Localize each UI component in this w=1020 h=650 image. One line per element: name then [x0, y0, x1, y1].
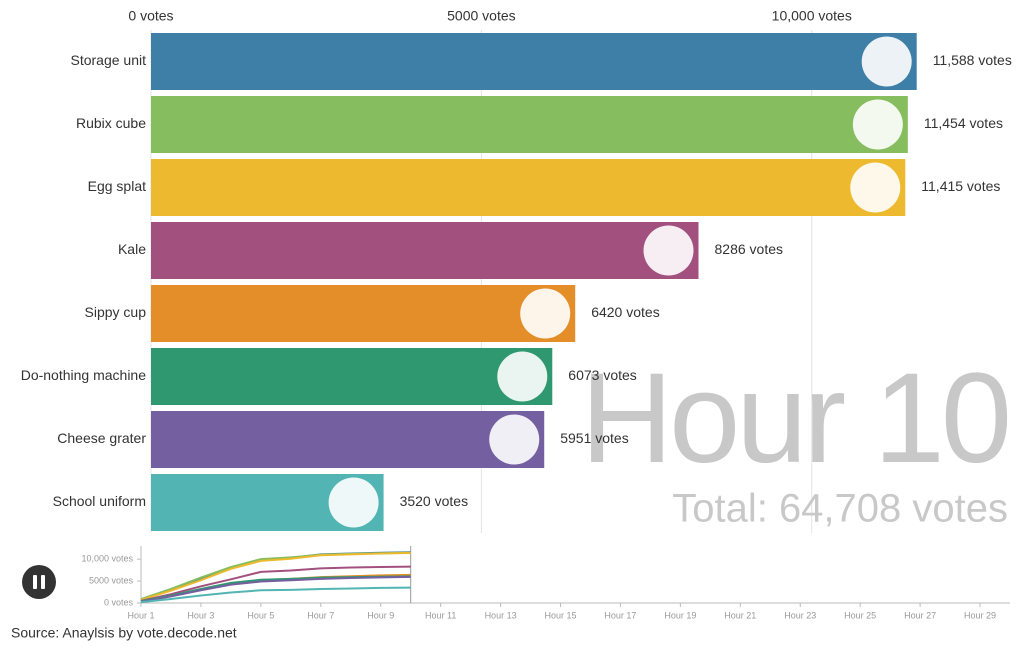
y-tick-label: 10,000 votes — [81, 554, 133, 564]
x-tick-label: Hour 11 — [425, 610, 456, 620]
category-label: Storage unit — [71, 52, 147, 68]
bar — [151, 411, 545, 468]
bar-icon — [643, 225, 694, 276]
pause-bar[interactable] — [41, 575, 45, 589]
bar — [151, 348, 553, 405]
value-label: 3520 votes — [400, 493, 469, 509]
category-label: Egg splat — [88, 178, 146, 194]
x-tick-label: Hour 25 — [844, 610, 876, 620]
category-label: Cheese grater — [57, 430, 146, 446]
x-tick-label: Hour 17 — [604, 610, 636, 620]
x-tick-label: Hour 23 — [784, 610, 816, 620]
category-label: School uniform — [53, 493, 146, 509]
bar-icon — [520, 288, 571, 339]
bar — [151, 33, 917, 90]
x-tick-label: Hour 1 — [127, 610, 154, 620]
category-label: Kale — [118, 241, 146, 257]
x-tick-label: Hour 29 — [964, 610, 996, 620]
series-line — [140, 565, 411, 602]
pause-bar[interactable] — [33, 575, 37, 589]
x-tick-label: 0 votes — [128, 8, 173, 24]
x-tick-label: Hour 3 — [187, 610, 214, 620]
value-label: 5951 votes — [560, 430, 629, 446]
series-line — [140, 586, 411, 604]
bar-icon — [852, 99, 903, 150]
value-label: 11,588 votes — [933, 52, 1012, 68]
bar-icon — [497, 351, 548, 402]
series-line — [140, 551, 411, 601]
x-tick-label: Hour 21 — [724, 610, 756, 620]
bar — [151, 222, 699, 279]
bar-icon — [850, 162, 901, 213]
x-tick-label: Hour 15 — [545, 610, 577, 620]
source: Source: Anaylsis by vote.decode.net — [11, 625, 237, 641]
value-label: 11,454 votes — [924, 115, 1003, 131]
x-tick-label: Hour 19 — [664, 610, 696, 620]
x-tick-label: Hour 9 — [367, 610, 394, 620]
value-label: 6073 votes — [568, 367, 637, 383]
category-label: Rubix cube — [76, 115, 146, 131]
bar-icon — [328, 477, 379, 528]
value-label: 8286 votes — [715, 241, 784, 257]
pause-button[interactable] — [22, 565, 56, 599]
y-tick-label: 5000 votes — [89, 575, 134, 585]
bar — [151, 159, 906, 216]
series-line — [140, 575, 411, 603]
x-tick-label: Hour 13 — [485, 610, 517, 620]
x-tick-label: 5000 votes — [447, 8, 516, 24]
total-label: Total: 64,708 votes — [672, 487, 1008, 531]
category-label: Sippy cup — [85, 304, 147, 320]
y-tick-label: 0 votes — [104, 597, 134, 607]
bar-icon — [489, 414, 540, 465]
pause-circle[interactable] — [22, 565, 56, 599]
bar — [151, 96, 908, 153]
bar — [151, 285, 576, 342]
category-label: Do-nothing machine — [21, 367, 147, 383]
x-tick-label: 10,000 votes — [772, 8, 852, 24]
value-label: 6420 votes — [591, 304, 660, 320]
value-label: 11,415 votes — [921, 178, 1000, 194]
hour-label: Hour 10 — [581, 347, 1008, 490]
bar-icon — [861, 36, 912, 87]
x-tick-label: Hour 7 — [307, 610, 334, 620]
x-tick-label: Hour 27 — [904, 610, 936, 620]
x-tick-label: Hour 5 — [247, 610, 274, 620]
